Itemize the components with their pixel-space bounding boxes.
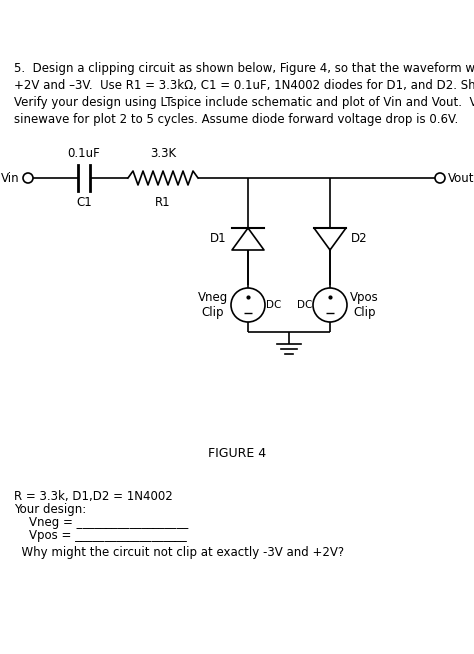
Text: Vin: Vin: [1, 171, 20, 184]
Text: D1: D1: [210, 233, 227, 245]
Text: Vpos = ___________________: Vpos = ___________________: [14, 529, 187, 542]
Text: Your design:: Your design:: [14, 503, 86, 516]
Text: DC: DC: [266, 300, 282, 310]
Text: DC: DC: [297, 300, 312, 310]
Text: R = 3.3k, D1,D2 = 1N4002: R = 3.3k, D1,D2 = 1N4002: [14, 490, 173, 503]
Text: 3.3K: 3.3K: [150, 147, 176, 160]
Text: Why might the circuit not clip at exactly -3V and +2V?: Why might the circuit not clip at exactl…: [14, 546, 344, 559]
Text: Vout: Vout: [448, 171, 474, 184]
Text: C1: C1: [76, 196, 92, 209]
Text: Vpos
Clip: Vpos Clip: [350, 291, 379, 319]
Text: Vneg
Clip: Vneg Clip: [198, 291, 228, 319]
Text: D2: D2: [351, 233, 368, 245]
Text: FIGURE 4: FIGURE 4: [208, 447, 266, 460]
Text: Vneg = ___________________: Vneg = ___________________: [14, 516, 188, 529]
Text: 5.  Design a clipping circuit as shown below, Figure 4, so that the waveform wil: 5. Design a clipping circuit as shown be…: [14, 62, 474, 126]
Text: 0.1uF: 0.1uF: [68, 147, 100, 160]
Text: R1: R1: [155, 196, 171, 209]
